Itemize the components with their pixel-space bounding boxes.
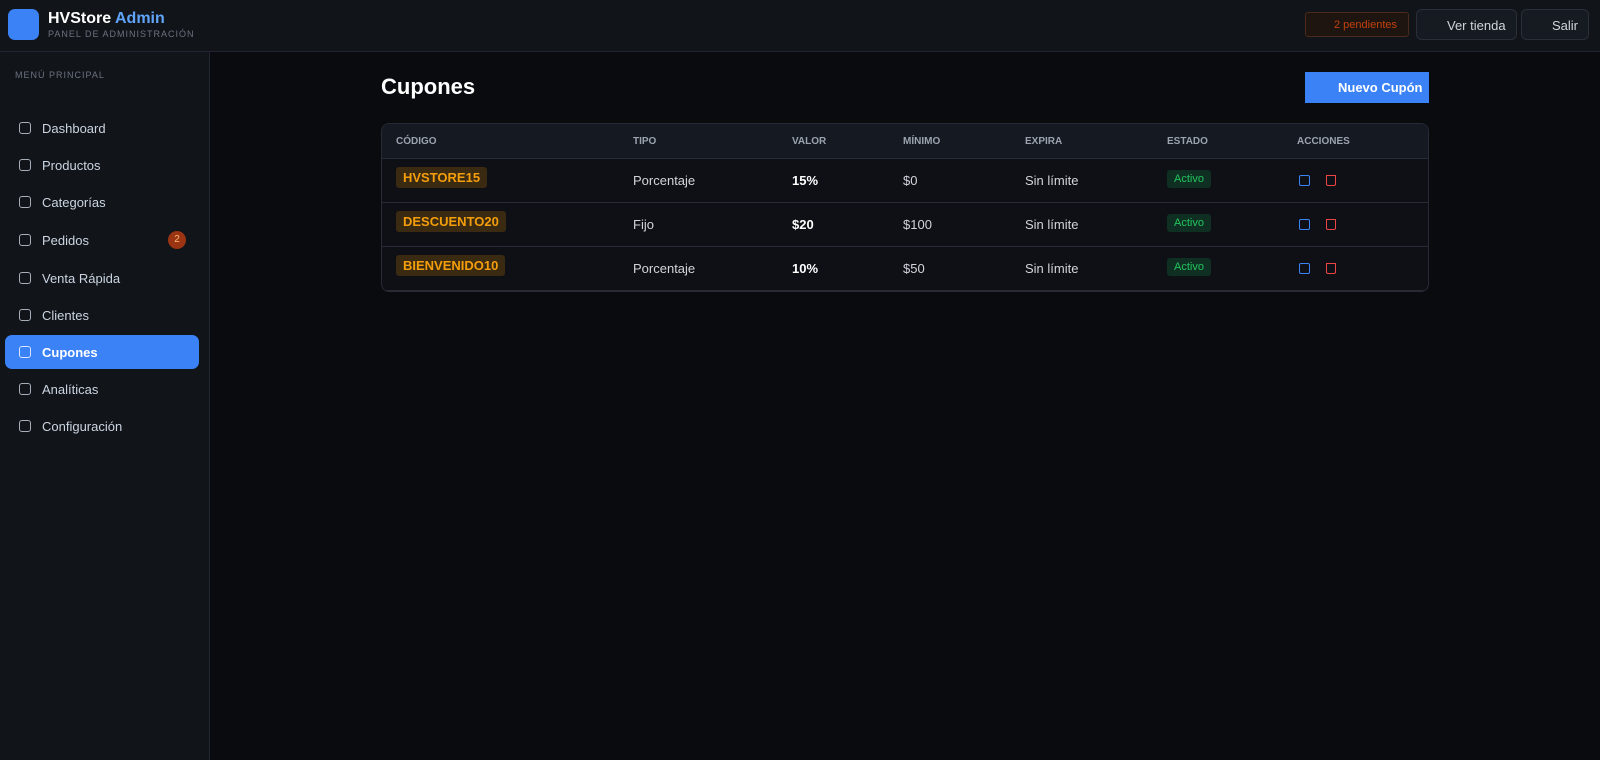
cell: $0 (903, 173, 917, 188)
cell: Sin límite (1025, 261, 1078, 276)
brand: HVStore Admin (48, 10, 165, 28)
delete-button[interactable] (1326, 175, 1336, 186)
nav-item[interactable]: Venta Rápida (5, 261, 199, 295)
nav-item[interactable]: Clientes (5, 298, 199, 332)
edit-button[interactable] (1299, 175, 1310, 186)
nav-icon (19, 122, 31, 134)
cell-text: 10% (792, 261, 819, 276)
brand-accent: Admin (114, 10, 165, 27)
top-bar: HVStore Admin PANEL DE ADMINISTRACIÓN 2 … (0, 0, 1600, 52)
logo[interactable] (8, 9, 39, 40)
cell: Fijo (633, 217, 654, 232)
coupon-code: DESCUENTO20 (396, 211, 506, 232)
nav-icon (19, 272, 31, 284)
page-title: Cupones (381, 74, 476, 99)
cell-text: Sin límite (1025, 173, 1079, 188)
table-row: BIENVENIDO10 Porcentaje 10% $50 Sin límite Ac… (382, 247, 1428, 291)
cell: Activo (1167, 258, 1211, 276)
status-badge: Activo (1167, 170, 1211, 188)
nav-icon (19, 196, 31, 208)
nav-icon (19, 420, 31, 432)
nav-icon (19, 309, 31, 321)
cell: Activo (1167, 214, 1211, 232)
nav-item[interactable]: Cupones (5, 335, 199, 369)
cell: Sin límite (1025, 173, 1078, 188)
cell: Sin límite (1025, 217, 1078, 232)
cell: 15% (792, 173, 818, 188)
cell: HVSTORE15 (396, 167, 488, 188)
delete-button[interactable] (1326, 263, 1336, 274)
subtitle: PANEL DE ADMINISTRACIÓN (48, 29, 195, 39)
coupon-code: HVSTORE15 (396, 167, 488, 188)
sidebar: MENÚ PRINCIPAL Dashboard Productos Categor… (0, 52, 210, 760)
cell-text: Sin límite (1025, 217, 1079, 232)
nav-item[interactable]: Configuración (5, 409, 199, 443)
cell: $100 (903, 217, 932, 232)
column-header: ESTADO (1167, 136, 1208, 147)
nav-item[interactable]: Dashboard (5, 111, 199, 145)
status-badge: Activo (1167, 214, 1211, 232)
table-row: DESCUENTO20 Fijo $20 $100 Sin límite Activo (382, 203, 1428, 247)
view-store-button[interactable]: Ver tienda (1416, 9, 1517, 40)
nav-item[interactable]: Analíticas (5, 372, 199, 406)
edit-button[interactable] (1299, 219, 1310, 230)
column-header: EXPIRA (1025, 136, 1063, 147)
cell: $20 (792, 217, 814, 232)
cell: $50 (903, 261, 925, 276)
cell-text: $50 (903, 261, 925, 276)
nav-item[interactable]: Categorías (5, 185, 199, 219)
status-badge: Activo (1167, 258, 1211, 276)
nav-item[interactable]: Productos (5, 148, 199, 182)
cell: Activo (1167, 170, 1211, 188)
delete-button[interactable] (1326, 219, 1336, 230)
coupon-table: CÓDIGO TIPO VALOR MÍNIMO EXPIRA ESTADO ACCIONE… (381, 123, 1429, 292)
cell-text: Porcentaje (633, 173, 696, 188)
cell: Porcentaje (633, 173, 695, 188)
cell-text: $20 (792, 217, 814, 232)
cell: BIENVENIDO10 (396, 255, 506, 276)
cell: 10% (792, 261, 818, 276)
column-header: VALOR (792, 136, 827, 147)
cell-text: $0 (903, 173, 918, 188)
cell-text: Sin límite (1025, 261, 1079, 276)
column-header: MÍNIMO (903, 136, 941, 147)
logout-button[interactable]: Salir (1521, 9, 1590, 40)
section-label: MENÚ PRINCIPAL (15, 70, 105, 80)
cell: DESCUENTO20 (396, 211, 506, 232)
nav-icon (19, 383, 31, 395)
pending-orders[interactable]: 2 pendientes (1305, 12, 1409, 37)
coupon-code: BIENVENIDO10 (396, 255, 506, 276)
brand-name: HVStore (48, 10, 112, 27)
cell: Porcentaje (633, 261, 695, 276)
cell-text: $100 (903, 217, 932, 232)
column-header: CÓDIGO (396, 136, 437, 147)
column-header: ACCIONES (1297, 136, 1350, 147)
cell-text: 15% (792, 173, 819, 188)
table-row: HVSTORE15 Porcentaje 15% $0 Sin límite Activo (382, 159, 1428, 203)
nav-icon (19, 234, 31, 246)
nav-icon (19, 346, 31, 358)
nav-icon (19, 159, 31, 171)
cell-text: Fijo (633, 217, 654, 232)
column-header: TIPO (633, 136, 657, 147)
nav-badge: 2 (168, 231, 186, 249)
new-coupon-button[interactable]: Nuevo Cupón (1305, 72, 1429, 103)
edit-button[interactable] (1299, 263, 1310, 274)
cell-text: Porcentaje (633, 261, 696, 276)
table-header: CÓDIGO TIPO VALOR MÍNIMO EXPIRA ESTADO ACCIONE… (382, 124, 1428, 159)
nav-item[interactable]: Pedidos 2 (5, 223, 199, 257)
